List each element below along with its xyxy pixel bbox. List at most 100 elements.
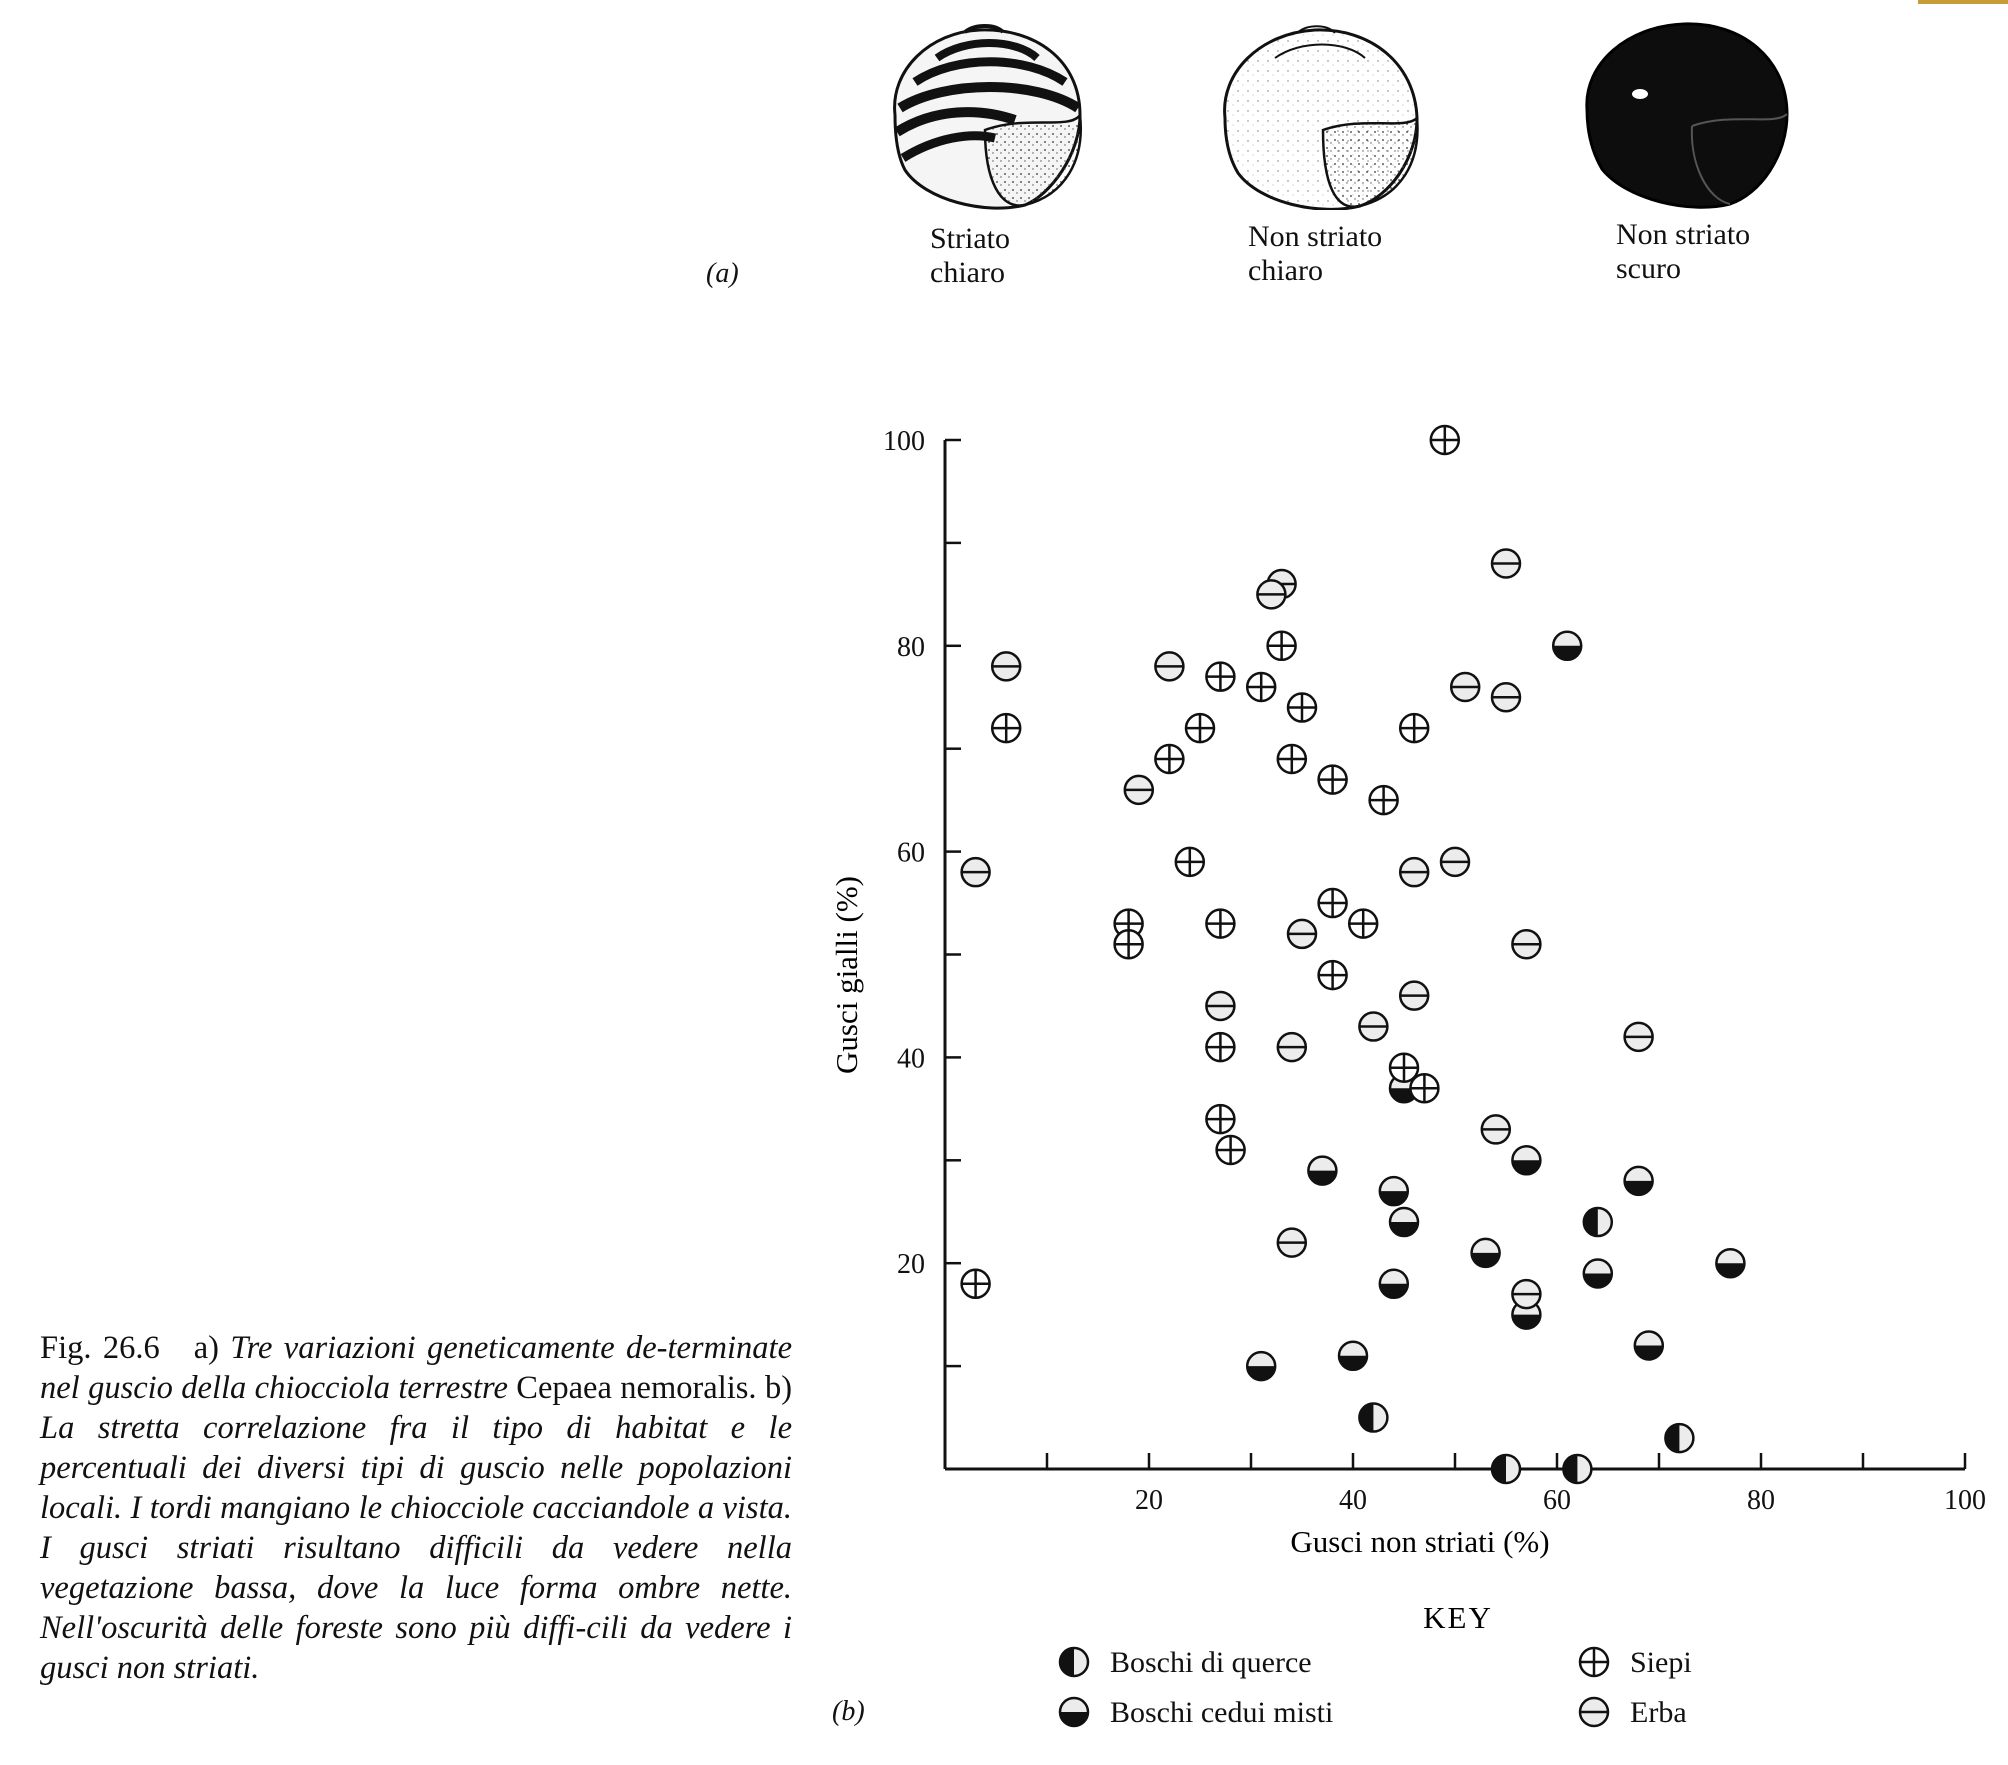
legend-marker-plus	[1578, 1646, 1610, 1678]
data-point-half-bottom-5	[1378, 1268, 1410, 1300]
data-point-minus-19	[1276, 1227, 1308, 1258]
data-point-minus-17	[1623, 1021, 1654, 1053]
caption-part-b-label: b)	[764, 1370, 793, 1406]
data-point-half-bottom-11	[1633, 1330, 1665, 1361]
data-point-plus-11	[1174, 846, 1206, 878]
data-point-minus-10	[1439, 846, 1471, 878]
data-point-minus-6	[1490, 682, 1522, 713]
snail-illustrations	[893, 22, 1789, 210]
data-point-plus-14	[1205, 908, 1236, 939]
panel-b-letter: (b)	[832, 1696, 865, 1727]
data-point-minus-15	[1398, 980, 1430, 1011]
y-tick-label: 80	[897, 632, 925, 663]
data-point-minus-8	[960, 856, 991, 888]
data-point-half-bottom-14	[1337, 1340, 1369, 1372]
snail-label-light: Non striato chiaro	[1248, 220, 1383, 287]
data-point-plus-1	[1266, 630, 1297, 662]
caption-species: Cepaea nemoralis.	[516, 1370, 757, 1406]
data-point-half-left-2	[1562, 1453, 1593, 1485]
data-point-minus-2	[1490, 548, 1522, 579]
data-point-plus-8	[1276, 743, 1308, 775]
caption-part-a-text: Tre variazioni geneticamente de-terminat…	[40, 1330, 793, 1406]
legend-title: KEY	[1423, 1600, 1493, 1635]
data-point-minus-5	[1449, 671, 1481, 703]
x-tick-label: 80	[1747, 1485, 1775, 1516]
x-tick-label: 40	[1339, 1485, 1367, 1516]
data-point-plus-2	[1205, 661, 1236, 692]
banded-snail-icon	[893, 24, 1082, 210]
data-point-plus-7	[1154, 743, 1185, 775]
data-point-half-bottom-9	[1582, 1258, 1614, 1289]
chart-points	[960, 424, 1746, 1485]
caption-part-a-label: a)	[193, 1330, 219, 1366]
legend-label: Boschi di querce	[1110, 1646, 1312, 1679]
data-point-plus-4	[1286, 692, 1318, 723]
data-point-plus-13	[1113, 928, 1144, 960]
data-point-plus-15	[1317, 887, 1348, 919]
data-point-plus-5	[1398, 712, 1430, 744]
data-point-minus-4	[1154, 651, 1185, 682]
data-point-minus-9	[1398, 856, 1430, 888]
data-point-half-bottom-3	[1378, 1175, 1410, 1207]
top-accent-rule	[1918, 0, 2008, 4]
data-point-half-left-0	[1358, 1402, 1389, 1433]
data-point-minus-11	[1286, 918, 1318, 950]
data-point-plus-21	[1205, 1103, 1236, 1135]
snail-label-banded: Striato chiaro	[930, 222, 1010, 289]
x-axis-label: Gusci non striati (%)	[1290, 1524, 1549, 1559]
data-point-plus-3	[1245, 671, 1277, 703]
data-point-half-left-1	[1490, 1453, 1522, 1485]
legend-label: Boschi cedui misti	[1110, 1696, 1333, 1729]
data-point-half-bottom-7	[1511, 1145, 1542, 1176]
data-point-half-bottom-2	[1307, 1155, 1338, 1186]
chart-ticks: 20 40 60 80 100 20 40 60 80 100	[883, 426, 1986, 1516]
data-point-plus-6	[1184, 712, 1216, 744]
data-point-half-bottom-13	[1245, 1350, 1277, 1382]
legend-marker-minus	[1578, 1696, 1610, 1728]
data-point-minus-14	[1358, 1011, 1389, 1042]
data-point-half-bottom-4	[1388, 1206, 1420, 1238]
chart-axes	[943, 440, 1965, 1471]
data-point-half-bottom-10	[1623, 1165, 1654, 1197]
data-point-minus-12	[1511, 928, 1542, 960]
data-point-plus-18	[1388, 1052, 1420, 1083]
data-point-plus-10	[1368, 784, 1399, 816]
unbanded-light-snail-icon	[1223, 25, 1419, 210]
chart-legend: Boschi di querce Boschi cedui misti Siepi E…	[1058, 1646, 1692, 1729]
y-tick-label: 20	[897, 1249, 925, 1280]
data-point-minus-13	[1205, 990, 1236, 1022]
data-point-minus-16	[1276, 1031, 1308, 1063]
data-point-minus-20	[1511, 1278, 1542, 1310]
legend-marker-half-left	[1058, 1646, 1090, 1678]
data-point-plus-19	[1409, 1073, 1440, 1104]
data-point-half-left-3	[1582, 1206, 1614, 1238]
data-point-minus-18	[1480, 1114, 1512, 1145]
data-point-plus-17	[1317, 959, 1348, 991]
data-point-plus-0	[1429, 424, 1461, 456]
x-tick-label: 60	[1543, 1485, 1571, 1516]
data-point-plus-24	[960, 1268, 991, 1300]
y-tick-label: 60	[897, 838, 925, 869]
y-tick-label: 40	[897, 1043, 925, 1074]
figure-caption: Fig. 26.6 a) Tre variazioni geneticament…	[40, 1328, 792, 1688]
snail-label-dark: Non striato scuro	[1616, 218, 1751, 285]
caption-figno: Fig. 26.6	[40, 1330, 160, 1366]
data-point-half-bottom-12	[1715, 1247, 1746, 1279]
unbanded-dark-snail-icon	[1585, 22, 1789, 209]
data-point-half-left-4	[1664, 1422, 1695, 1454]
data-point-half-bottom-8	[1511, 1299, 1542, 1330]
legend-label: Erba	[1630, 1696, 1687, 1729]
data-point-minus-3	[990, 651, 1022, 682]
data-point-half-bottom-6	[1470, 1237, 1501, 1269]
y-tick-label: 100	[883, 426, 925, 457]
data-point-plus-22	[1215, 1134, 1246, 1166]
x-tick-label: 20	[1135, 1485, 1163, 1516]
caption-part-b-text: La stretta correlazione fra il tipo di h…	[40, 1410, 792, 1686]
legend-label: Siepi	[1630, 1646, 1692, 1679]
data-point-minus-1	[1256, 579, 1287, 610]
y-axis-label: Gusci gialli (%)	[829, 876, 864, 1074]
data-point-plus-9	[1317, 764, 1348, 795]
x-tick-label: 100	[1944, 1485, 1986, 1516]
data-point-plus-23	[990, 712, 1022, 744]
